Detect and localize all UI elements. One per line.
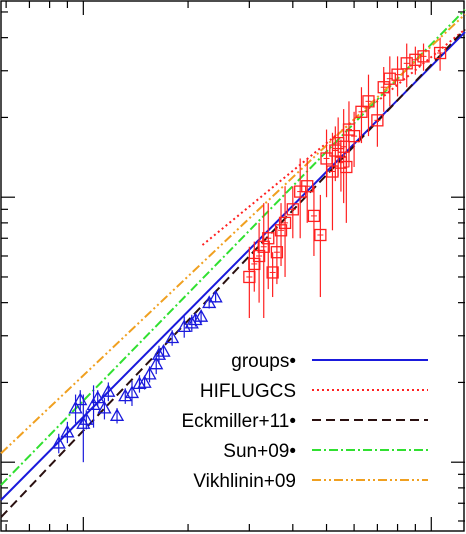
data-point-square (371, 114, 384, 127)
data-point-triangle (90, 390, 105, 404)
data-point-square (262, 232, 275, 245)
data-point-square (301, 180, 314, 193)
data-point-square (362, 95, 375, 108)
data-point-triangle (97, 400, 112, 414)
data-point-triangle (118, 388, 133, 402)
data-points (51, 37, 447, 463)
data-point-square (433, 46, 447, 60)
data-point-triangle (79, 412, 94, 425)
data-point-triangle (142, 366, 157, 380)
data-point-triangle (137, 375, 152, 388)
data-point-square (383, 72, 396, 85)
data-point-triangle (60, 424, 75, 438)
fit-line-vikhlinin-09 (0, 13, 466, 455)
legend: groups• HIFLUGCS Eckmiller+11• Sun+09• Vikhl… (181, 351, 428, 492)
data-point-triangle (165, 330, 180, 344)
legend-label: HIFLUGCS (200, 381, 296, 402)
data-point-square (409, 53, 422, 66)
data-point-square (400, 57, 413, 70)
data-point-triangle (109, 408, 125, 421)
data-point-square (355, 105, 368, 118)
data-point-triangle (188, 312, 203, 326)
data-point-square (307, 209, 321, 223)
legend-label: Sun+09• (223, 441, 296, 462)
data-point-triangle (151, 347, 167, 360)
data-point-square (257, 240, 270, 253)
data-point-square (391, 68, 404, 81)
data-point-triangle (68, 400, 83, 414)
data-point-triangle (208, 289, 223, 303)
data-point-square (266, 266, 279, 279)
data-point-square (347, 129, 361, 143)
data-point-square (274, 224, 288, 237)
legend-label: Eckmiller+11• (181, 411, 296, 432)
data-point-triangle (132, 376, 147, 390)
data-point-triangle (193, 309, 209, 322)
fit-line-hiflugcs (201, 28, 466, 246)
legend-label: groups• (231, 351, 296, 372)
data-point-square (340, 160, 353, 174)
fit-line-eckmiller-11- (0, 28, 466, 518)
data-point-square (252, 249, 266, 263)
data-point-triangle (86, 397, 101, 411)
data-point-triangle (51, 435, 66, 449)
data-point-square (417, 50, 430, 63)
data-point-square (286, 203, 299, 216)
data-point-square (270, 246, 284, 259)
data-point-triangle (124, 385, 140, 399)
data-point-triangle (156, 344, 171, 357)
data-point-square (278, 216, 292, 230)
data-point-square (314, 228, 327, 242)
data-point-square (248, 257, 261, 271)
data-point-triangle (184, 315, 199, 329)
legend-label: Vikhlinin+09 (193, 471, 296, 492)
data-point-triangle (101, 384, 116, 397)
